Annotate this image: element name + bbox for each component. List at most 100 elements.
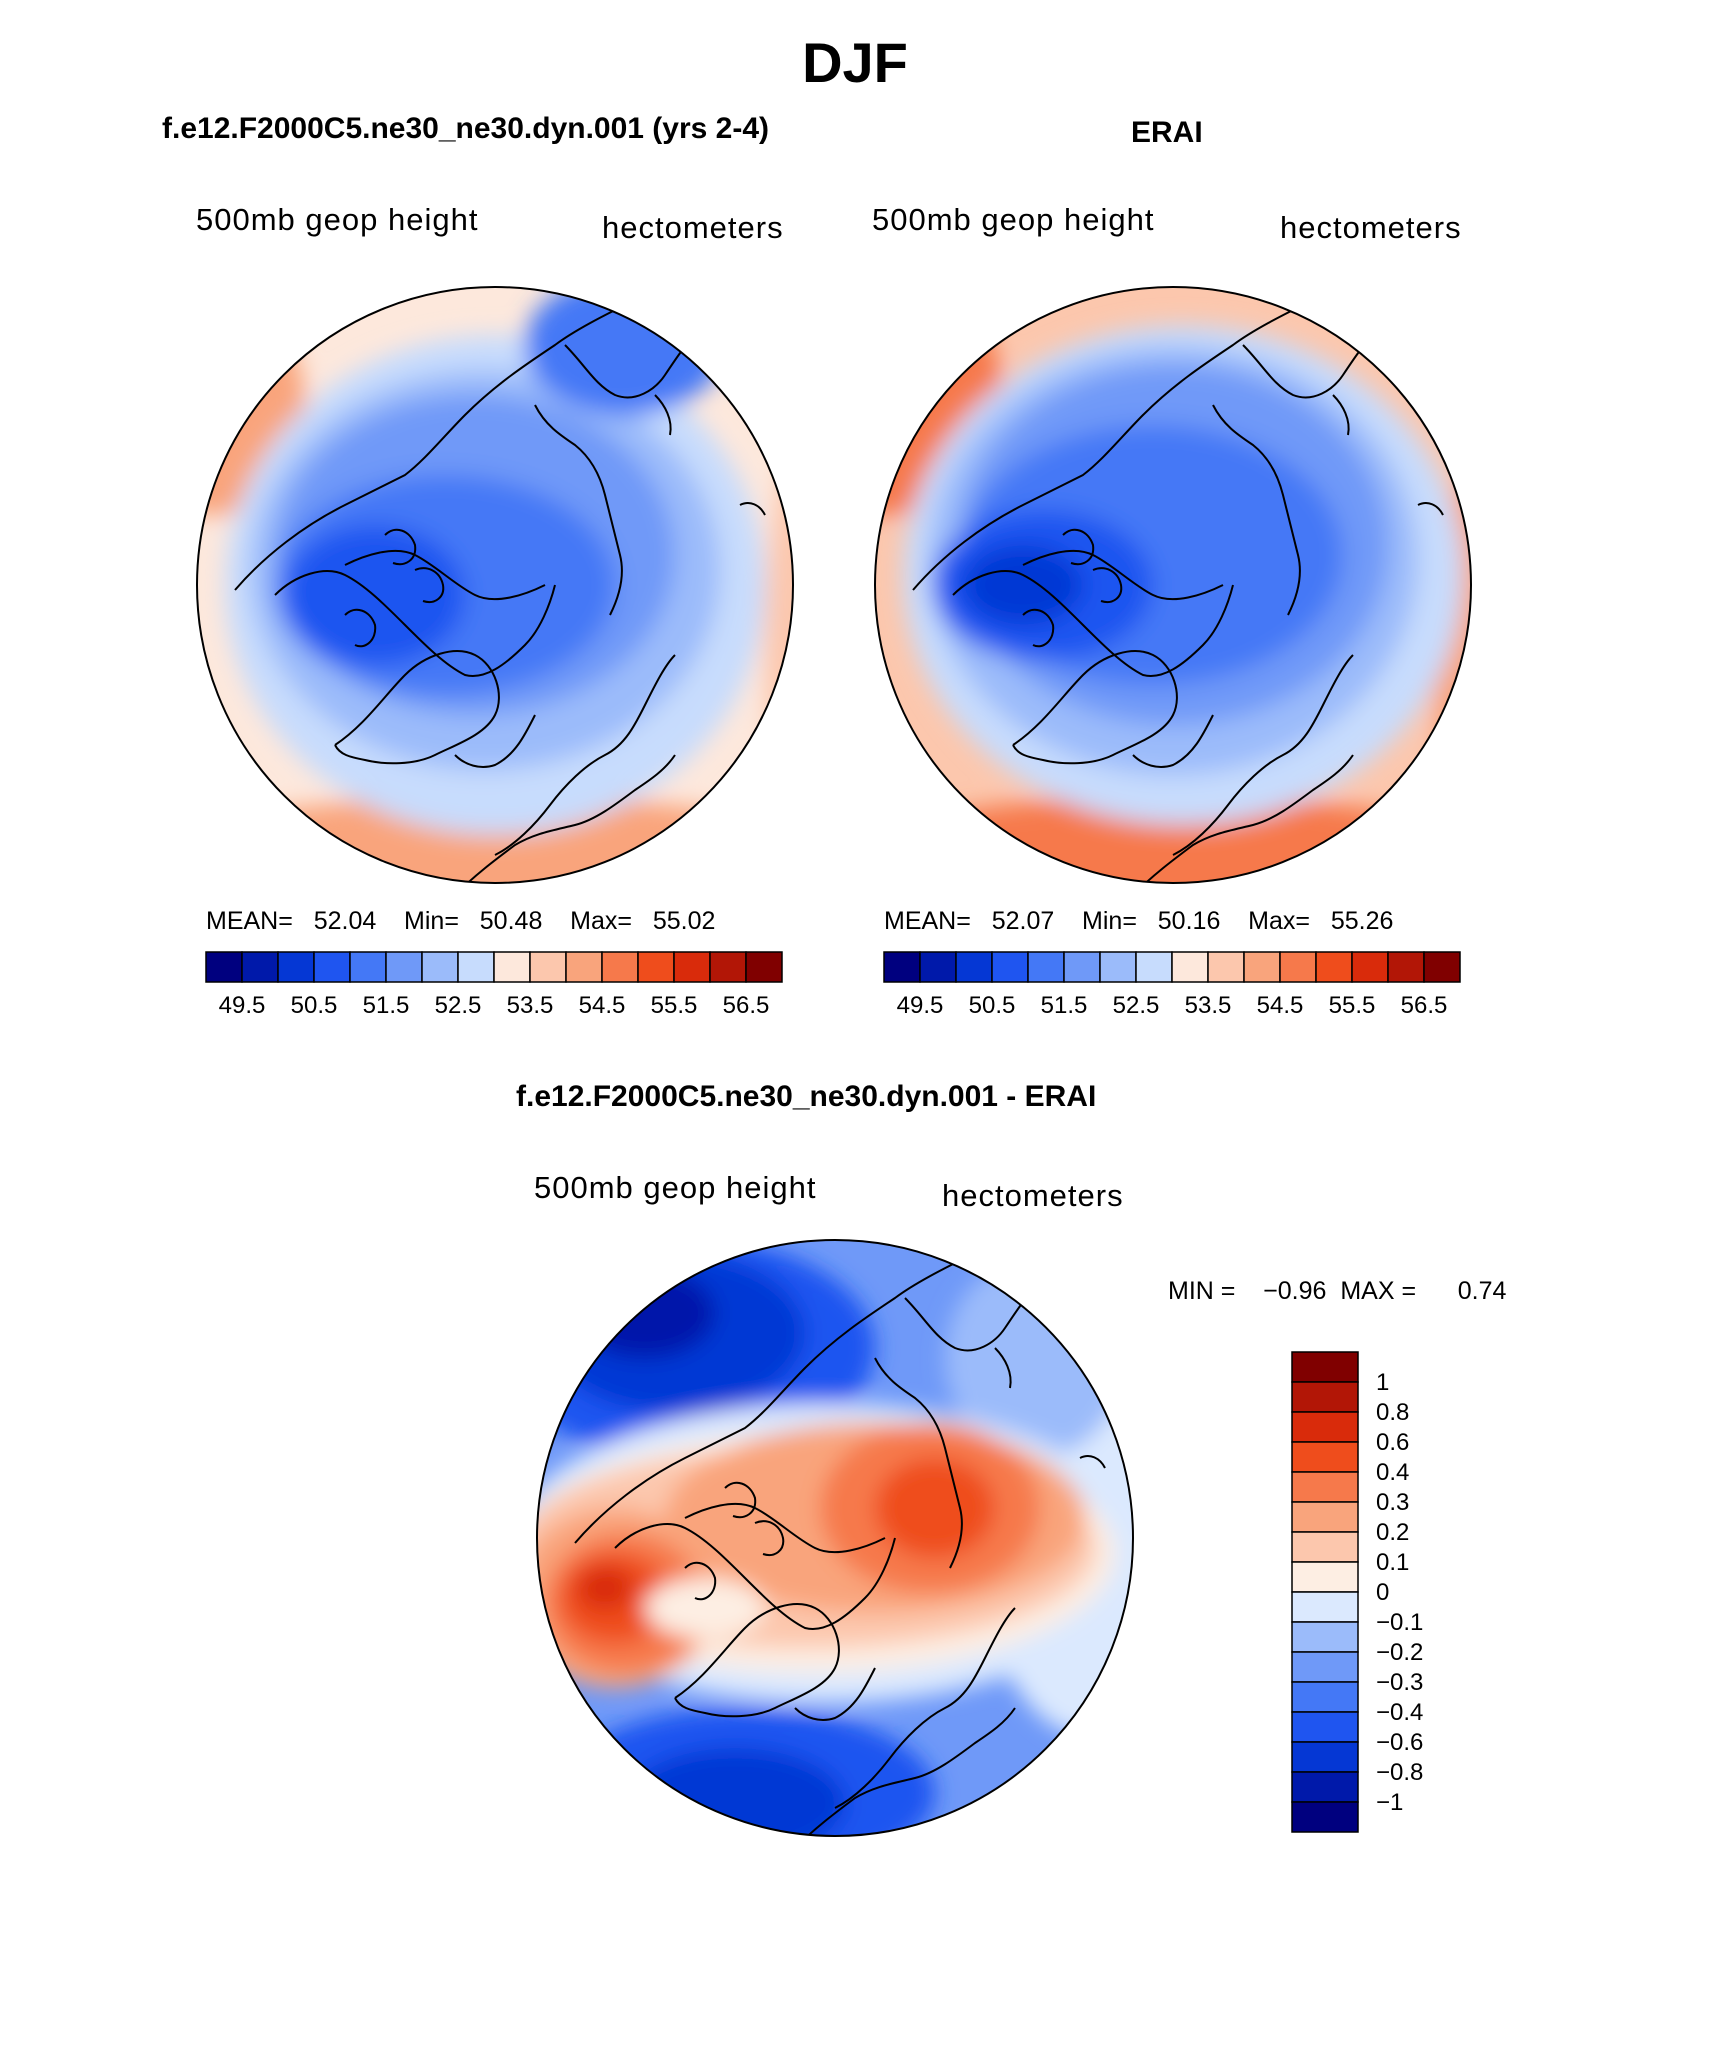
diff-colorbar-box-0 — [1291, 1351, 1359, 1383]
model-colorbar-box-4 — [349, 951, 387, 983]
panel-model-colorbar: 49.5 50.5 51.5 52.5 53.5 54.5 55.5 56.5 — [205, 951, 783, 1019]
diff-max-label: MAX = — [1340, 1277, 1417, 1305]
erai-mean-label: MEAN= — [884, 907, 971, 935]
panel-diff-units-label: hectometers — [942, 1178, 1124, 1213]
diff-colorbar-box-9 — [1291, 1621, 1359, 1653]
diff-field-greenland-neutral — [645, 1578, 765, 1638]
erai-colorbar-box-4 — [1027, 951, 1065, 983]
diff-colorbar-tick-label: 0.6 — [1376, 1429, 1409, 1456]
diff-colorbar-tick-label: 0.4 — [1376, 1459, 1409, 1486]
diff-colorbar-tick-label: −1 — [1376, 1789, 1403, 1816]
model-colorbar-box-7 — [457, 951, 495, 983]
erai-colorbar-tick-label: 51.5 — [1041, 992, 1088, 1019]
diff-colorbar-box-8 — [1291, 1591, 1359, 1623]
erai-colorbar-box-10 — [1243, 951, 1281, 983]
erai-min-value: 50.16 — [1157, 907, 1221, 935]
erai-colorbar-box-15 — [1423, 951, 1461, 983]
erai-max-value: 55.26 — [1330, 907, 1394, 935]
diff-colorbar-tick-label: 0 — [1376, 1579, 1389, 1606]
model-colorbar-tick-label: 55.5 — [651, 992, 698, 1019]
diff-colorbar-box-10 — [1291, 1651, 1359, 1683]
model-colorbar-box-6 — [421, 951, 459, 983]
diff-colorbar-tick-label: 0.8 — [1376, 1399, 1409, 1426]
erai-map-border — [874, 286, 1472, 884]
model-colorbar-box-13 — [673, 951, 711, 983]
erai-mean-value: 52.07 — [991, 907, 1055, 935]
panel-diff-title: f.e12.F2000C5.ne30_ne30.dyn.001 - ERAI — [516, 1080, 1097, 1113]
panel-diff-colorbar: 1 0.8 0.6 0.4 0.3 0.2 0.1 0 −0.1 −0.2 −0.3 −0.4 −0.6… — [1291, 1351, 1423, 1833]
erai-colorbar-box-0 — [883, 951, 921, 983]
erai-colorbar-box-13 — [1351, 951, 1389, 983]
model-coastlines — [234, 304, 766, 883]
diff-coastlines — [574, 1257, 1106, 1836]
diff-colorbar-tick-label: −0.4 — [1376, 1699, 1423, 1726]
panel-erai-units-label: hectometers — [1280, 210, 1462, 245]
model-colorbar-box-15 — [745, 951, 783, 983]
model-max-label: Max= — [570, 907, 632, 935]
model-min-value: 50.48 — [479, 907, 543, 935]
diff-min-label: MIN = — [1168, 1277, 1236, 1305]
model-colorbar-box-14 — [709, 951, 747, 983]
diff-field-europe-pos-core — [875, 1458, 995, 1558]
panel-erai-colorbar: 49.5 50.5 51.5 52.5 53.5 54.5 55.5 56.5 — [883, 951, 1461, 1019]
diff-max-value: 0.74 — [1457, 1277, 1507, 1305]
model-mean-label: MEAN= — [206, 907, 293, 935]
panel-model-units-label: hectometers — [602, 210, 784, 245]
erai-colorbar-box-8 — [1171, 951, 1209, 983]
model-colorbar-tick-label: 53.5 — [507, 992, 554, 1019]
panel-erai-title: ERAI — [1131, 116, 1203, 149]
model-colorbar-box-8 — [493, 951, 531, 983]
erai-coastlines — [912, 304, 1444, 883]
figure-title: DJF — [802, 31, 908, 94]
panel-erai-stats: MEAN= 52.07 Min= 50.16 Max= 55.26 — [884, 907, 1393, 936]
panel-erai-field-label: 500mb geop height — [872, 202, 1155, 237]
diff-colorbar-tick-label: −0.8 — [1376, 1759, 1423, 1786]
model-colorbar-box-0 — [205, 951, 243, 983]
model-colorbar-box-5 — [385, 951, 423, 983]
panel-model-map — [196, 286, 794, 884]
panel-diff-map — [536, 1239, 1134, 1837]
diff-colorbar-tick-label: 1 — [1376, 1369, 1389, 1396]
model-map-border — [196, 286, 794, 884]
diff-field-canada-max — [577, 1566, 633, 1610]
model-max-value: 55.02 — [652, 907, 716, 935]
erai-colorbar-box-14 — [1387, 951, 1425, 983]
erai-colorbar-tick-label: 53.5 — [1185, 992, 1232, 1019]
model-colorbar-box-1 — [241, 951, 279, 983]
diff-colorbar-tick-label: 0.2 — [1376, 1519, 1409, 1546]
panel-model-field-label: 500mb geop height — [196, 202, 479, 237]
erai-colorbar-box-9 — [1207, 951, 1245, 983]
diff-colorbar-box-13 — [1291, 1741, 1359, 1773]
diff-colorbar-box-1 — [1291, 1381, 1359, 1413]
diff-colorbar-box-7 — [1291, 1561, 1359, 1593]
panel-erai-map — [874, 286, 1472, 884]
model-min-label: Min= — [404, 907, 459, 935]
model-colorbar-tick-label: 56.5 — [723, 992, 770, 1019]
erai-colorbar-tick-label: 49.5 — [897, 992, 944, 1019]
erai-colorbar-tick-label: 54.5 — [1257, 992, 1304, 1019]
model-colorbar-box-2 — [277, 951, 315, 983]
model-colorbar-box-10 — [565, 951, 603, 983]
erai-field-canada-core — [963, 545, 1083, 625]
diff-colorbar-box-3 — [1291, 1441, 1359, 1473]
diff-colorbar-tick-label: −0.6 — [1376, 1729, 1423, 1756]
panel-model-stats: MEAN= 52.04 Min= 50.48 Max= 55.02 — [206, 907, 715, 936]
panel-diff-minmax: MIN = −0.96 MAX = 0.74 — [1168, 1277, 1506, 1306]
erai-colorbar-box-12 — [1315, 951, 1353, 983]
erai-min-label: Min= — [1082, 907, 1137, 935]
erai-colorbar-box-7 — [1135, 951, 1173, 983]
model-colorbar-tick-label: 52.5 — [435, 992, 482, 1019]
erai-colorbar-tick-label: 56.5 — [1401, 992, 1448, 1019]
model-colorbar-box-12 — [637, 951, 675, 983]
model-colorbar-tick-label: 49.5 — [219, 992, 266, 1019]
diff-min-value: −0.96 — [1263, 1277, 1327, 1305]
diff-map-border — [536, 1239, 1134, 1837]
model-colorbar-box-3 — [313, 951, 351, 983]
diff-colorbar-box-12 — [1291, 1711, 1359, 1743]
erai-colorbar-tick-label: 55.5 — [1329, 992, 1376, 1019]
erai-colorbar-box-6 — [1099, 951, 1137, 983]
diff-colorbar-tick-label: −0.1 — [1376, 1609, 1423, 1636]
erai-colorbar-box-5 — [1063, 951, 1101, 983]
erai-colorbar-box-11 — [1279, 951, 1317, 983]
diff-colorbar-tick-label: −0.2 — [1376, 1639, 1423, 1666]
